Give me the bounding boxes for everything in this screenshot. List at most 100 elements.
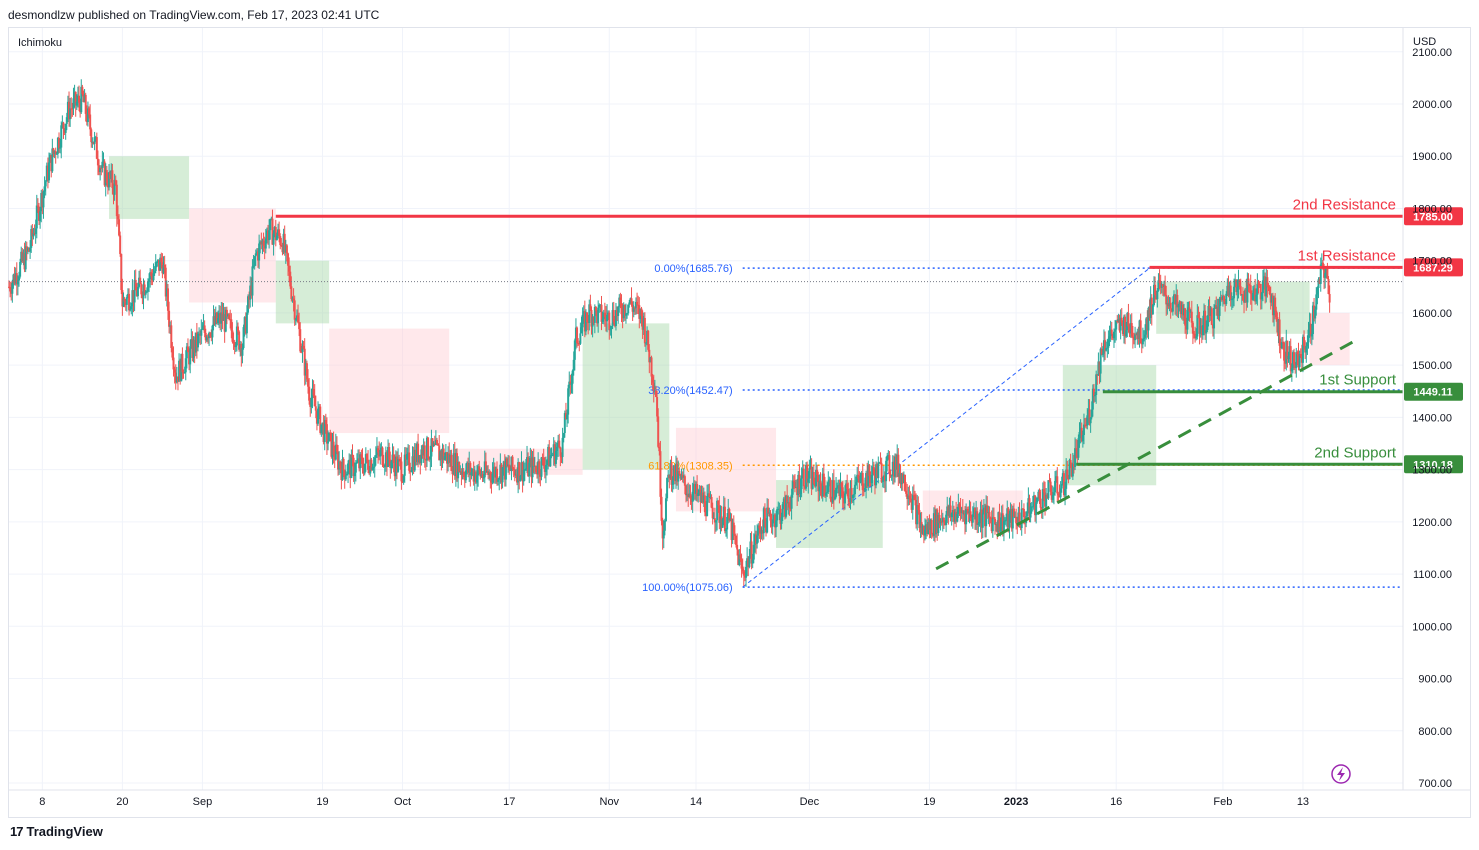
fib-anchor-line[interactable] [742,267,1150,588]
candle-body [900,473,903,485]
candle-body [1021,508,1024,510]
candle-body [232,341,235,343]
candle-body [847,488,850,499]
candle-body [649,357,652,363]
candle-body [140,283,143,295]
candle-body [224,309,227,332]
candle-body [1288,346,1291,356]
candle-body [142,284,145,299]
candle-body [203,325,206,333]
candle-body [332,441,335,455]
candle-body [841,487,844,499]
candle-body [112,187,115,195]
candle-body [294,319,297,321]
candle-body [928,522,931,530]
candle-body [1099,348,1102,374]
candle-body [612,310,615,323]
candle-body [970,518,973,523]
candle-body [427,437,430,459]
candle-body [1251,293,1254,300]
candle-body [1144,334,1147,338]
candle-body [215,312,218,323]
candle-body [582,311,585,315]
candle-body [1070,462,1073,477]
candle-body [80,86,83,113]
candle-body [257,251,260,261]
candle-body [893,456,896,477]
candle-body [1046,494,1049,499]
candle-body [414,449,417,462]
candle-body [38,206,41,221]
candle-body [351,454,354,458]
candle-body [574,327,577,341]
x-tick-label: Sep [193,796,213,808]
candle-body [1077,438,1080,458]
candle-body [1151,305,1154,315]
candle-body [783,498,786,517]
candle-body [100,167,103,169]
candle-body [206,337,209,339]
candle-body [49,154,52,163]
candle-body [205,337,208,341]
candle-body [537,461,540,475]
candle-body [1000,513,1003,527]
candle-body [778,508,781,510]
candle-body [135,290,138,297]
candle-body [1199,325,1202,334]
candle-body [494,468,497,478]
candle-body [898,472,901,477]
candle-body [409,470,412,472]
candle-body [73,92,76,99]
candle-body [50,154,53,172]
candle-body [756,535,759,544]
candle-body [901,473,904,484]
candle-body [445,452,448,464]
candle-body [1167,303,1170,307]
candle-body [1155,295,1158,300]
candle-body [492,466,495,474]
tradingview-logo[interactable]: 17 TradingView [10,824,103,839]
candle-body [145,291,148,293]
candle-body [1193,333,1196,335]
candle-body [1290,368,1293,372]
support-trendline[interactable] [935,338,1358,571]
candle-body [335,444,338,452]
candle-body [364,454,367,464]
candle-body [803,486,806,489]
candle-body [470,472,473,476]
candle-body [967,508,970,514]
candle-body [222,314,225,321]
candle-body [1064,488,1067,496]
candle-body [806,464,809,483]
candle-body [1303,336,1306,346]
candle-body [1248,285,1251,287]
candle-body [503,461,506,480]
candle-body [105,169,108,183]
candle-body [836,487,839,489]
candle-body [281,245,284,253]
candle-body [423,445,426,460]
candle-body [1213,308,1216,329]
candle-body [272,233,275,245]
candle-body [360,454,363,458]
candle-body [1313,305,1316,319]
candle-body [523,469,526,471]
lightning-icon[interactable] [1331,764,1351,784]
candle-body [1081,435,1084,442]
candle-body [236,326,239,332]
candle-body [779,508,782,524]
candle-body [322,422,325,442]
candle-body [1300,356,1303,363]
candle-body [308,386,311,401]
chart-frame[interactable] [8,27,1471,818]
candle-body [52,148,55,155]
candle-body [194,332,197,353]
candle-body [927,522,930,535]
indicator-label[interactable]: Ichimoku [18,37,62,49]
candle-body [160,257,163,263]
candle-body [32,232,35,237]
candle-body [1118,319,1121,331]
candle-body [467,462,470,473]
candle-body [861,473,864,491]
